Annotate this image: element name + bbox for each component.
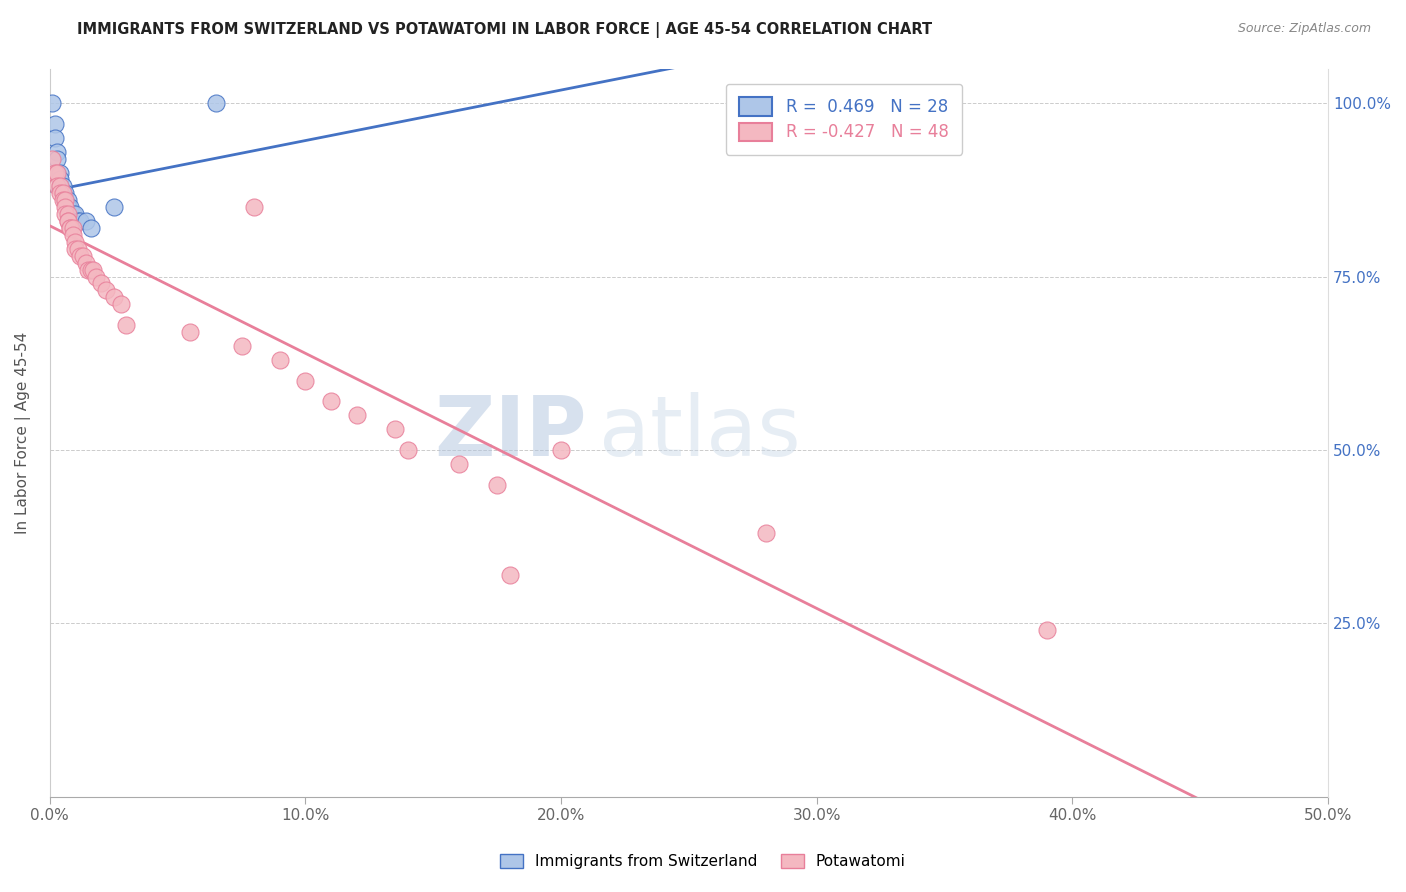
Point xyxy=(75,214,97,228)
Point xyxy=(49,179,72,194)
Legend: Immigrants from Switzerland, Potawatomi: Immigrants from Switzerland, Potawatomi xyxy=(494,848,912,875)
Text: IMMIGRANTS FROM SWITZERLAND VS POTAWATOMI IN LABOR FORCE | AGE 45-54 CORRELATION: IMMIGRANTS FROM SWITZERLAND VS POTAWATOM… xyxy=(77,22,932,38)
Point xyxy=(205,96,228,111)
Point xyxy=(82,262,104,277)
Point xyxy=(447,457,470,471)
Point xyxy=(41,96,63,111)
Point xyxy=(84,269,107,284)
Point xyxy=(46,145,69,159)
Point xyxy=(294,374,316,388)
Point xyxy=(499,567,522,582)
Point xyxy=(59,221,82,235)
Point xyxy=(69,214,91,228)
Point xyxy=(62,221,84,235)
Point xyxy=(755,526,778,541)
Point xyxy=(44,131,66,145)
Point xyxy=(53,194,76,208)
Point xyxy=(231,339,253,353)
Point xyxy=(51,186,73,201)
Point xyxy=(1036,624,1059,638)
Point xyxy=(46,165,69,179)
Point xyxy=(550,442,572,457)
Point xyxy=(62,207,84,221)
Point xyxy=(59,200,82,214)
Point xyxy=(75,256,97,270)
Point xyxy=(65,207,87,221)
Point xyxy=(179,325,201,339)
Point xyxy=(41,152,63,166)
Point xyxy=(62,227,84,242)
Point xyxy=(90,277,112,291)
Point xyxy=(51,179,73,194)
Point xyxy=(79,262,101,277)
Point xyxy=(66,242,89,256)
Text: atlas: atlas xyxy=(599,392,801,473)
Point xyxy=(56,194,79,208)
Point xyxy=(384,422,406,436)
Point xyxy=(79,221,101,235)
Point xyxy=(53,194,76,208)
Point xyxy=(46,165,69,179)
Point xyxy=(49,172,72,186)
Point xyxy=(49,186,72,201)
Point xyxy=(346,409,368,423)
Point xyxy=(269,352,291,367)
Point xyxy=(56,214,79,228)
Point xyxy=(56,200,79,214)
Text: Source: ZipAtlas.com: Source: ZipAtlas.com xyxy=(1237,22,1371,36)
Point xyxy=(103,200,125,214)
Point xyxy=(319,394,342,409)
Point xyxy=(49,165,72,179)
Point xyxy=(69,249,91,263)
Text: ZIP: ZIP xyxy=(434,392,586,473)
Point xyxy=(53,207,76,221)
Point xyxy=(51,194,73,208)
Point xyxy=(46,179,69,194)
Point xyxy=(72,249,94,263)
Point xyxy=(53,194,76,208)
Y-axis label: In Labor Force | Age 45-54: In Labor Force | Age 45-54 xyxy=(15,332,31,533)
Point xyxy=(46,152,69,166)
Point xyxy=(94,284,117,298)
Point xyxy=(115,318,138,332)
Point xyxy=(65,242,87,256)
Point xyxy=(103,290,125,304)
Point xyxy=(51,186,73,201)
Point xyxy=(56,214,79,228)
Point xyxy=(56,207,79,221)
Point xyxy=(53,200,76,214)
Point xyxy=(44,117,66,131)
Point xyxy=(44,165,66,179)
Point xyxy=(56,200,79,214)
Point xyxy=(59,221,82,235)
Point xyxy=(65,235,87,249)
Point xyxy=(77,262,100,277)
Point xyxy=(53,186,76,201)
Point xyxy=(396,442,419,457)
Point xyxy=(59,207,82,221)
Point xyxy=(51,186,73,201)
Point xyxy=(110,297,132,311)
Point xyxy=(243,200,266,214)
Point xyxy=(49,179,72,194)
Point xyxy=(66,214,89,228)
Legend: R =  0.469   N = 28, R = -0.427   N = 48: R = 0.469 N = 28, R = -0.427 N = 48 xyxy=(725,84,962,155)
Point xyxy=(486,477,509,491)
